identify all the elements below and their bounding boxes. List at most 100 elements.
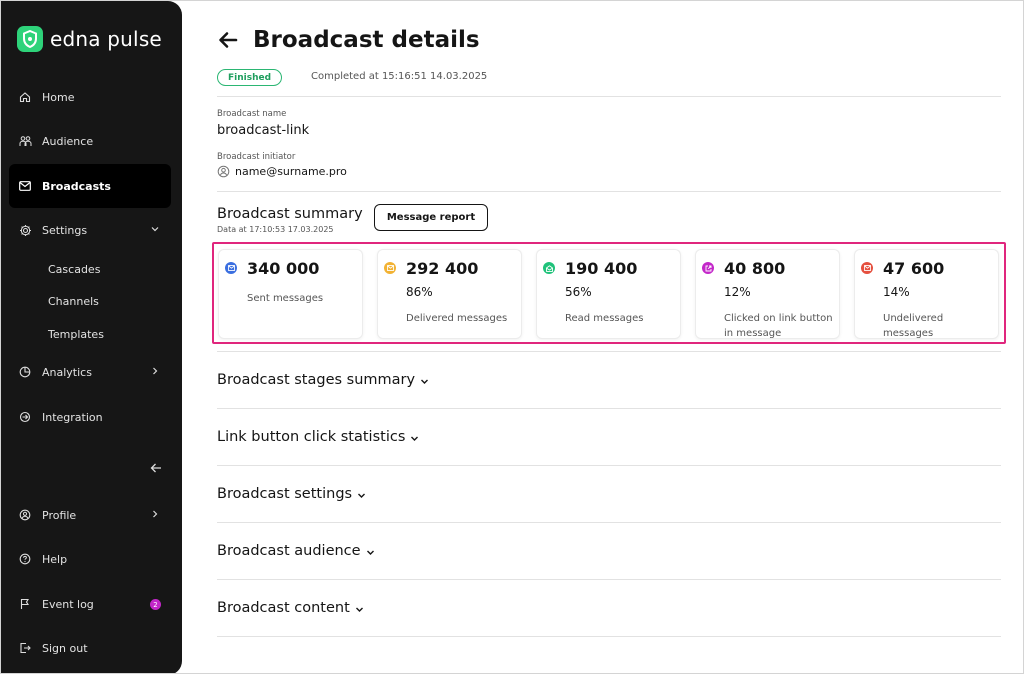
sidebar-subitem-cascades[interactable]: Cascades	[48, 263, 101, 276]
sidebar-item-label: Sign out	[42, 641, 88, 655]
pie-chart-icon	[18, 365, 32, 379]
stat-label: Clicked on link button in message	[724, 313, 833, 339]
collapse-sidebar-icon[interactable]	[149, 460, 163, 474]
stat-percent: 56%	[565, 285, 592, 299]
divider	[217, 191, 1001, 192]
flag-icon	[18, 597, 32, 611]
stat-card-read: 190 400 56% Read messages	[536, 249, 681, 339]
section-title: Broadcast stages summary	[217, 371, 416, 388]
stat-value: 40 800	[724, 259, 786, 278]
broadcast-name-label: Broadcast name	[217, 109, 287, 119]
page-title: Broadcast details	[253, 27, 480, 53]
stat-value: 190 400	[565, 259, 638, 278]
stat-label: Delivered messages	[406, 313, 508, 324]
broadcast-initiator: name@surname.pro	[217, 165, 347, 178]
audience-icon	[18, 134, 32, 148]
chevron-down-icon	[419, 375, 430, 386]
sidebar-item-analytics[interactable]: Analytics	[9, 350, 171, 394]
sidebar-item-integration[interactable]: Integration	[9, 395, 171, 439]
sidebar-item-sign-out[interactable]: Sign out	[9, 626, 171, 670]
stat-value: 292 400	[406, 259, 479, 278]
section-stages-summary[interactable]: Broadcast stages summary	[217, 351, 1001, 408]
divider	[217, 579, 1001, 580]
notification-badge: 2	[150, 599, 161, 610]
stat-value: 47 600	[883, 259, 945, 278]
sidebar-subitem-templates[interactable]: Templates	[48, 328, 104, 341]
message-report-button[interactable]: Message report	[374, 204, 488, 231]
summary-cards-highlight: 340 000 Sent messages 292 400 86% Delive…	[212, 242, 1006, 344]
page-header: Broadcast details	[217, 27, 480, 53]
section-title: Broadcast audience	[217, 542, 361, 559]
section-title: Link button click statistics	[217, 428, 406, 445]
summary-date: Data at 17:10:53 17.03.2025	[217, 225, 334, 234]
divider	[217, 522, 1001, 523]
sidebar-item-label: Analytics	[42, 365, 92, 379]
help-icon	[18, 552, 32, 566]
divider	[217, 351, 1001, 352]
sidebar-item-label: Audience	[42, 134, 94, 148]
sign-out-icon	[18, 641, 32, 655]
stat-card-delivered: 292 400 86% Delivered messages	[377, 249, 522, 339]
chevron-down-icon	[149, 223, 161, 235]
initiator-email: name@surname.pro	[235, 165, 347, 178]
sidebar-item-label: Event log	[42, 597, 94, 611]
stat-percent: 86%	[406, 285, 433, 299]
stat-label: Read messages	[565, 313, 644, 324]
chevron-down-icon	[356, 489, 367, 500]
stat-percent: 12%	[724, 285, 751, 299]
sidebar-item-label: Settings	[42, 223, 88, 237]
sidebar-subitem-channels[interactable]: Channels	[48, 295, 99, 308]
completed-timestamp: Completed at 15:16:51 14.03.2025	[311, 71, 488, 82]
sidebar-item-label: Profile	[42, 508, 77, 522]
logo[interactable]: edna pulse	[17, 26, 162, 52]
mail-icon	[225, 262, 237, 274]
section-title: Broadcast content	[217, 599, 350, 616]
stat-label: Sent messages	[247, 293, 324, 304]
broadcast-name-value: broadcast-link	[217, 123, 310, 138]
divider	[217, 96, 1001, 97]
sidebar-item-label: Integration	[42, 410, 103, 424]
stat-card-clicked: 40 800 12% Clicked on link button in mes…	[695, 249, 840, 339]
stat-card-sent: 340 000 Sent messages	[218, 249, 363, 339]
section-broadcast-content[interactable]: Broadcast content	[217, 579, 1001, 636]
brand-name: edna pulse	[50, 27, 162, 51]
back-arrow-icon[interactable]	[217, 29, 239, 51]
sidebar-item-settings[interactable]: Settings	[9, 208, 171, 252]
mail-icon	[18, 179, 32, 193]
chevron-right-icon	[149, 508, 161, 520]
sidebar-item-profile[interactable]: Profile	[9, 493, 171, 537]
section-broadcast-audience[interactable]: Broadcast audience	[217, 522, 1001, 579]
sidebar-item-broadcasts[interactable]: Broadcasts	[9, 164, 171, 208]
sidebar-item-home[interactable]: Home	[9, 75, 171, 119]
mail-icon	[384, 262, 396, 274]
sidebar-item-help[interactable]: Help	[9, 537, 171, 581]
home-icon	[18, 90, 32, 104]
user-circle-icon	[217, 165, 230, 178]
chevron-down-icon	[409, 432, 420, 443]
sidebar-item-label: Home	[42, 90, 75, 104]
gear-icon	[18, 223, 32, 237]
mail-open-icon	[543, 262, 555, 274]
broadcast-initiator-label: Broadcast initiator	[217, 152, 296, 162]
sidebar-item-label: Help	[42, 552, 68, 566]
user-circle-icon	[18, 508, 32, 522]
stat-label: Undelivered messages	[883, 313, 944, 339]
summary-title: Broadcast summary	[217, 206, 363, 222]
divider	[217, 636, 1001, 637]
sidebar-item-label: Broadcasts	[42, 179, 111, 193]
sidebar-item-event-log[interactable]: Event log 2	[9, 582, 171, 626]
logo-icon	[17, 26, 43, 52]
section-broadcast-settings[interactable]: Broadcast settings	[217, 465, 1001, 522]
sidebar: edna pulse Home Audience Broadcasts Sett	[1, 1, 182, 673]
divider	[217, 408, 1001, 409]
stat-percent: 14%	[883, 285, 910, 299]
mail-x-icon	[861, 262, 873, 274]
divider	[217, 465, 1001, 466]
section-title: Broadcast settings	[217, 485, 353, 502]
sidebar-item-audience[interactable]: Audience	[9, 119, 171, 163]
section-link-click-statistics[interactable]: Link button click statistics	[217, 408, 1001, 465]
integration-icon	[18, 410, 32, 424]
chevron-down-icon	[354, 603, 365, 614]
chevron-right-icon	[149, 365, 161, 377]
